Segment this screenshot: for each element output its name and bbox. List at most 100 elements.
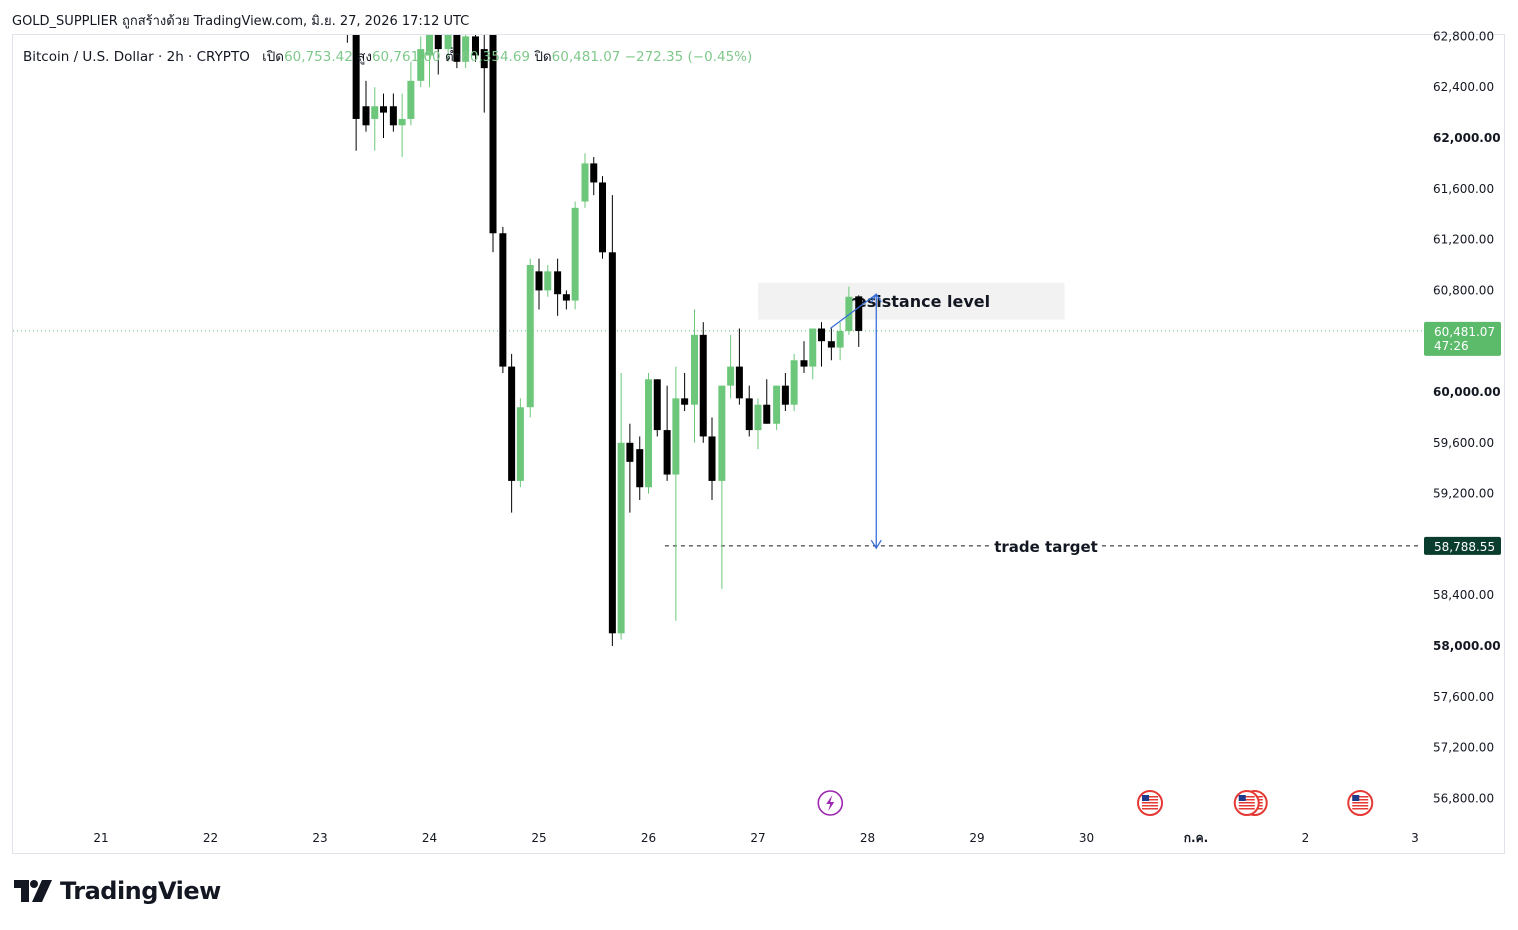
candle-body[interactable] xyxy=(855,296,863,331)
y-tick-label: 59,600.00 xyxy=(1433,436,1494,450)
candle-body[interactable] xyxy=(727,366,735,386)
projection-peak-head xyxy=(870,292,882,303)
candle-body[interactable] xyxy=(800,360,808,367)
us-flag-stripe xyxy=(1238,808,1255,810)
last-price-badge[interactable] xyxy=(1424,321,1501,356)
candle-body[interactable] xyxy=(489,30,497,234)
x-tick-label: 30 xyxy=(1079,831,1094,845)
candle-body[interactable] xyxy=(380,106,388,113)
candle-body[interactable] xyxy=(389,106,397,126)
candle-body[interactable] xyxy=(562,294,570,301)
candle-body[interactable] xyxy=(735,366,743,399)
candle-body[interactable] xyxy=(818,328,826,342)
resistance-zone[interactable] xyxy=(758,282,1065,320)
candle-body[interactable] xyxy=(681,398,689,405)
candle-body[interactable] xyxy=(636,449,644,488)
candle-body[interactable] xyxy=(480,49,488,69)
candle-body[interactable] xyxy=(426,24,433,56)
tradingview-logo-text: TradingView xyxy=(60,877,221,905)
target-price-badge[interactable] xyxy=(1424,536,1501,555)
y-tick-label: 58,000.00 xyxy=(1433,639,1501,653)
x-tick-label: 24 xyxy=(422,831,437,845)
candle-body[interactable] xyxy=(781,385,789,405)
candle-body[interactable] xyxy=(653,379,661,431)
projection-up-leg[interactable] xyxy=(829,293,877,330)
us-flag-stripe xyxy=(1238,796,1255,798)
candle-body[interactable] xyxy=(836,331,844,348)
us-flag-stripe xyxy=(1142,802,1159,804)
candle-body[interactable] xyxy=(773,385,781,424)
candle-body[interactable] xyxy=(708,436,716,481)
candle-body[interactable] xyxy=(453,30,461,62)
candle-body[interactable] xyxy=(398,118,406,126)
legend-symbol: Bitcoin / U.S. Dollar · 2h · CRYPTO xyxy=(23,49,250,65)
us-flag-canton xyxy=(1352,795,1360,801)
legend-low-value: 60,354.69 xyxy=(461,49,531,65)
legend-close-value: 60,481.07 xyxy=(551,49,621,65)
last-price-badge-value: 60,481.07 xyxy=(1434,325,1495,339)
candle-body[interactable] xyxy=(407,80,415,119)
candle-body[interactable] xyxy=(626,442,634,462)
candle-body[interactable] xyxy=(763,404,771,424)
candle-body[interactable] xyxy=(516,407,524,481)
candle-body[interactable] xyxy=(617,442,625,634)
us-flag-stripe xyxy=(1142,796,1159,798)
x-tick-label: 26 xyxy=(641,831,656,845)
target-label: trade target xyxy=(994,538,1098,556)
candle-body[interactable] xyxy=(590,163,598,183)
candle-body[interactable] xyxy=(827,341,835,348)
candle-body[interactable] xyxy=(362,106,370,126)
y-tick-label: 61,200.00 xyxy=(1433,233,1494,247)
candle-body[interactable] xyxy=(508,366,516,481)
legend-change: −272.35 (−0.45%) xyxy=(624,49,753,65)
y-tick-label: 56,800.00 xyxy=(1433,791,1494,805)
candle-body[interactable] xyxy=(344,17,351,30)
legend-low-label: ต่ำ xyxy=(444,49,462,65)
tradingview-logo[interactable]: TradingView xyxy=(14,877,221,905)
symbol-legend: Bitcoin / U.S. Dollar · 2h · CRYPTO เปิด… xyxy=(23,45,752,67)
candle-body[interactable] xyxy=(581,163,589,202)
candle-body[interactable] xyxy=(526,265,534,408)
candle-body[interactable] xyxy=(608,252,616,634)
candle-body[interactable] xyxy=(790,360,798,405)
candle-body[interactable] xyxy=(535,271,543,291)
candle-body[interactable] xyxy=(571,207,579,301)
us-flag-stripe xyxy=(1352,802,1369,804)
target-price-badge-value: 58,788.55 xyxy=(1434,540,1495,554)
x-tick-label: 27 xyxy=(750,831,765,845)
candle-body[interactable] xyxy=(699,334,707,437)
y-tick-label: 60,800.00 xyxy=(1433,283,1494,297)
y-tick-label: 57,200.00 xyxy=(1433,741,1494,755)
candle-body[interactable] xyxy=(672,398,680,475)
candle-body[interactable] xyxy=(434,24,442,50)
y-tick-label: 62,800.00 xyxy=(1433,29,1494,43)
y-tick-label: 62,400.00 xyxy=(1433,80,1494,94)
candle-body[interactable] xyxy=(499,233,507,367)
us-flag-stripe xyxy=(1238,802,1255,804)
candle-body[interactable] xyxy=(745,398,753,431)
x-tick-label: 28 xyxy=(860,831,875,845)
legend-close-label: ปิด xyxy=(534,49,552,65)
candle-body[interactable] xyxy=(371,106,379,119)
us-flag-canton xyxy=(1238,795,1246,801)
candle-body[interactable] xyxy=(718,385,726,481)
y-tick-label: 59,200.00 xyxy=(1433,487,1494,501)
candle-body[interactable] xyxy=(809,328,817,367)
y-tick-label: 58,400.00 xyxy=(1433,588,1494,602)
candle-body[interactable] xyxy=(471,36,479,56)
candle-body[interactable] xyxy=(599,182,607,253)
candle-body[interactable] xyxy=(462,36,470,62)
candle-body[interactable] xyxy=(690,334,698,405)
candle-body[interactable] xyxy=(417,49,425,81)
candle-body[interactable] xyxy=(754,404,762,431)
candle-body[interactable] xyxy=(544,271,552,291)
x-tick-label: 21 xyxy=(93,831,108,845)
candle-body[interactable] xyxy=(554,271,562,295)
candle-body[interactable] xyxy=(663,430,671,475)
projection-arrowhead xyxy=(870,539,882,550)
candle-body[interactable] xyxy=(352,30,360,119)
candle-body[interactable] xyxy=(645,379,652,488)
candle-body[interactable] xyxy=(444,30,452,50)
candles-group xyxy=(344,17,863,646)
